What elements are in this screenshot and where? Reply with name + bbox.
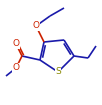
Text: O: O [13, 39, 19, 49]
Text: O: O [33, 22, 39, 30]
Text: O: O [13, 64, 19, 72]
Text: S: S [55, 68, 61, 77]
